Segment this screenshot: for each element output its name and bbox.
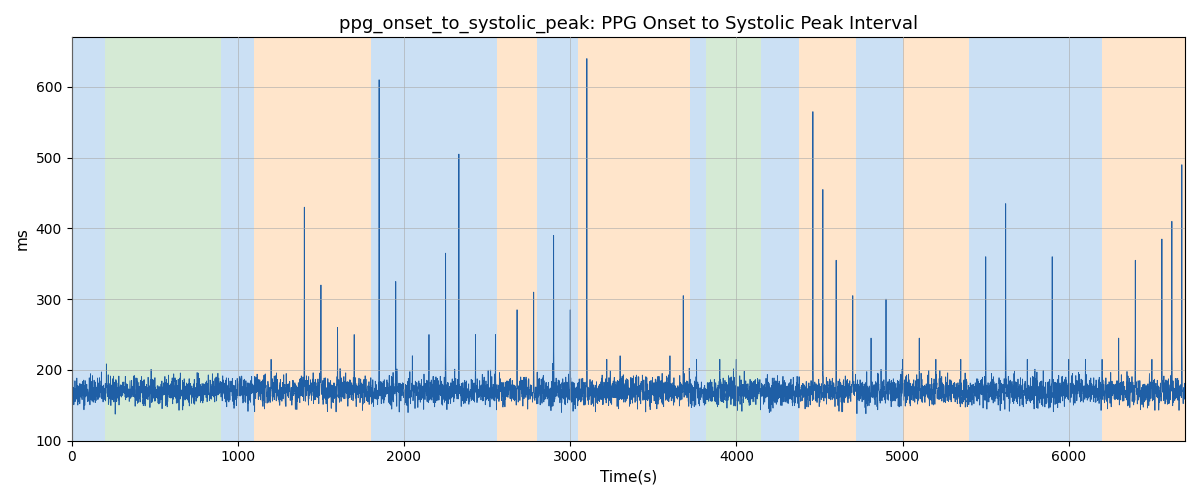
Y-axis label: ms: ms (16, 228, 30, 250)
Bar (497, 38, 536, 440)
Bar (690, 38, 707, 440)
Bar (902, 38, 968, 440)
Bar (371, 38, 497, 440)
Bar (72, 38, 104, 440)
Bar (254, 38, 371, 440)
Bar (536, 38, 578, 440)
Bar (221, 38, 254, 440)
X-axis label: Time(s): Time(s) (600, 470, 656, 485)
Bar (799, 38, 856, 440)
Bar (1102, 38, 1186, 440)
Bar (104, 38, 221, 440)
Title: ppg_onset_to_systolic_peak: PPG Onset to Systolic Peak Interval: ppg_onset_to_systolic_peak: PPG Onset to… (338, 15, 918, 34)
Bar (707, 38, 761, 440)
Bar (856, 38, 902, 440)
Bar (761, 38, 799, 440)
Bar (968, 38, 1102, 440)
Bar (578, 38, 690, 440)
